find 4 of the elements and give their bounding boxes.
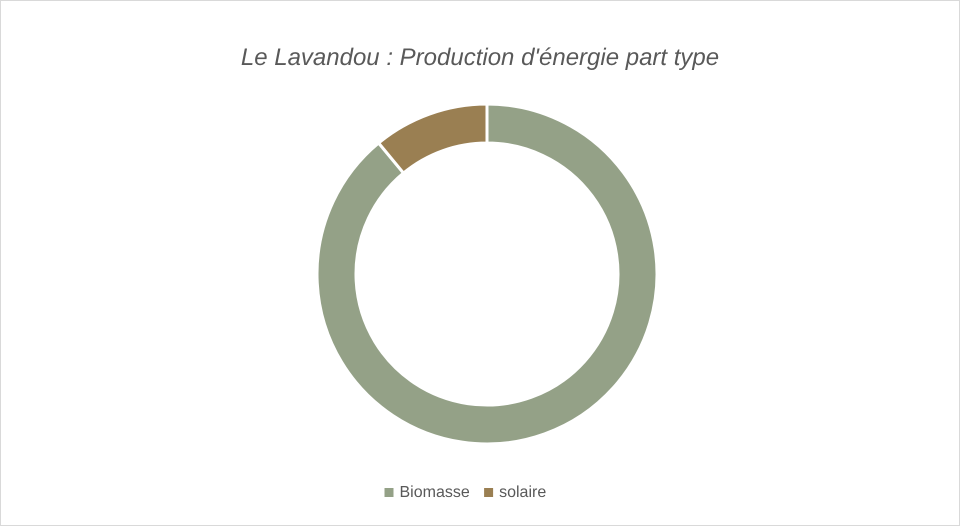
legend-label: Biomasse: [400, 484, 470, 501]
donut-slice: [316, 102, 658, 446]
chart-title: Le Lavandou : Production d'énergie part type: [240, 44, 720, 71]
legend-label: solaire: [499, 484, 546, 501]
